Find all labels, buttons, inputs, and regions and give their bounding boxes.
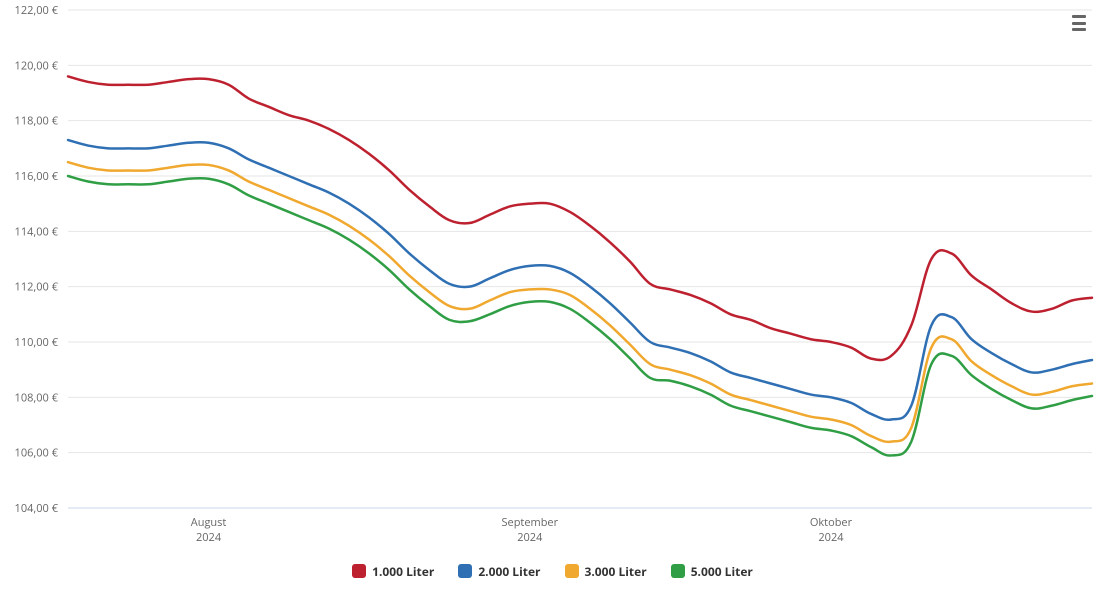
legend-label: 5.000 Liter bbox=[691, 563, 753, 580]
y-tick-label: 106,00 € bbox=[15, 446, 59, 461]
legend-item[interactable]: 5.000 Liter bbox=[671, 563, 753, 580]
y-tick-label: 108,00 € bbox=[15, 390, 59, 405]
y-tick-label: 104,00 € bbox=[15, 501, 59, 516]
legend-swatch-icon bbox=[671, 564, 685, 578]
legend-swatch-icon bbox=[565, 564, 579, 578]
legend-item[interactable]: 2.000 Liter bbox=[458, 563, 540, 580]
y-tick-label: 118,00 € bbox=[15, 114, 59, 129]
hamburger-menu-icon bbox=[1072, 15, 1086, 18]
y-tick-label: 114,00 € bbox=[15, 224, 59, 239]
x-tick-sublabel: 2024 bbox=[196, 530, 222, 545]
x-tick-label: August bbox=[191, 515, 227, 530]
legend-item[interactable]: 1.000 Liter bbox=[352, 563, 434, 580]
series-group bbox=[68, 76, 1092, 455]
legend-label: 2.000 Liter bbox=[478, 563, 540, 580]
series-line bbox=[68, 162, 1092, 442]
legend-label: 1.000 Liter bbox=[372, 563, 434, 580]
series-line bbox=[68, 76, 1092, 360]
x-tick-sublabel: 2024 bbox=[818, 530, 844, 545]
y-tick-label: 122,00 € bbox=[15, 3, 59, 18]
x-axis: August2024September2024Oktober2024 bbox=[191, 515, 853, 545]
legend-swatch-icon bbox=[352, 564, 366, 578]
price-chart: 104,00 € 106,00 € 108,00 € 110,00 € 112,00 €… bbox=[0, 0, 1105, 602]
legend-item[interactable]: 3.000 Liter bbox=[565, 563, 647, 580]
legend-swatch-icon bbox=[458, 564, 472, 578]
legend-label: 3.000 Liter bbox=[585, 563, 647, 580]
x-tick-label: Oktober bbox=[810, 515, 853, 530]
y-tick-label: 110,00 € bbox=[15, 335, 59, 350]
y-tick-label: 116,00 € bbox=[15, 169, 59, 184]
x-tick-label: September bbox=[501, 515, 558, 530]
chart-menu-button[interactable] bbox=[1067, 12, 1091, 34]
x-tick-sublabel: 2024 bbox=[517, 530, 543, 545]
chart-canvas: 104,00 € 106,00 € 108,00 € 110,00 € 112,00 €… bbox=[0, 0, 1105, 602]
y-tick-label: 120,00 € bbox=[15, 58, 59, 73]
chart-legend: 1.000 Liter 2.000 Liter 3.000 Liter 5.000 L… bbox=[0, 563, 1105, 583]
y-tick-label: 112,00 € bbox=[15, 280, 59, 295]
